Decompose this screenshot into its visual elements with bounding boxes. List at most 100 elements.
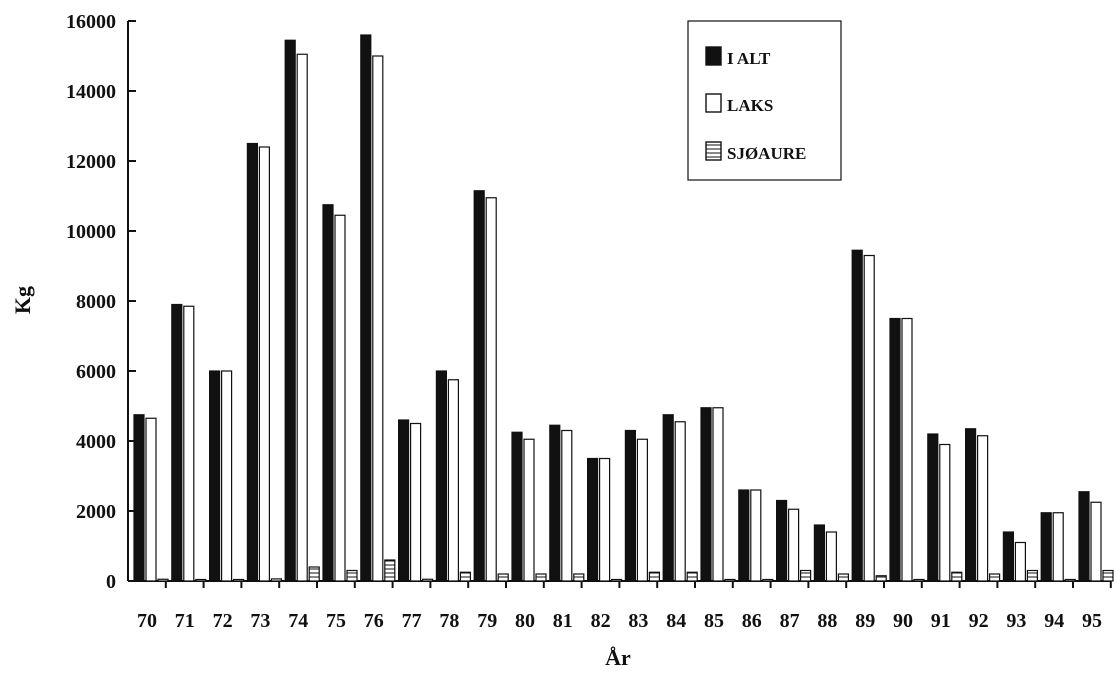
y-tick-label: 10000 <box>66 221 116 243</box>
x-tick-label: 85 <box>704 610 724 632</box>
x-tick-label: 70 <box>137 610 157 632</box>
bar-i-alt-90 <box>889 317 901 582</box>
bar-sj-aure-79 <box>497 573 509 582</box>
bar-laks-76 <box>372 55 384 582</box>
bar-laks-78 <box>447 379 459 582</box>
bar-sj-aure-71 <box>195 578 207 582</box>
bar-i-alt-73 <box>246 142 258 582</box>
bar-i-alt-94 <box>1040 512 1052 582</box>
y-tick-label: 2000 <box>76 501 116 523</box>
x-tick-label: 88 <box>817 610 837 632</box>
x-tick-label: 92 <box>969 610 989 632</box>
bar-sj-aure-94 <box>1064 578 1076 582</box>
bar-laks-92 <box>976 435 989 582</box>
bars <box>133 34 1114 582</box>
x-tick-label: 78 <box>439 610 459 632</box>
bar-laks-94 <box>1052 512 1064 582</box>
y-axis-title: Kg <box>10 286 35 314</box>
legend-label: LAKS <box>727 96 773 115</box>
x-tick-label: 74 <box>288 610 308 632</box>
bar-i-alt-79 <box>473 190 485 582</box>
bar-laks-71 <box>183 305 195 582</box>
bar-laks-80 <box>523 438 535 582</box>
bar-i-alt-77 <box>398 419 410 582</box>
bar-laks-73 <box>258 146 270 582</box>
bar-laks-77 <box>410 422 422 582</box>
bar-i-alt-81 <box>549 424 561 582</box>
bar-i-alt-88 <box>813 524 826 582</box>
x-axis-title: År <box>605 645 631 670</box>
bar-laks-86 <box>750 489 762 582</box>
bar-i-alt-78 <box>435 370 447 582</box>
bar-sj-aure-75 <box>346 569 358 582</box>
bar-laks-70 <box>145 417 157 582</box>
x-tick-label: 87 <box>780 610 800 632</box>
bar-i-alt-89 <box>851 249 863 582</box>
bar-sj-aure-90 <box>913 578 925 582</box>
bar-sj-aure-74 <box>308 566 320 582</box>
legend-label: SJØAURE <box>727 144 806 163</box>
bar-i-alt-87 <box>775 499 788 582</box>
bar-laks-87 <box>787 508 800 582</box>
bar-laks-95 <box>1090 501 1102 582</box>
tick-labels: 0 2000 4000 6000 8000 10000 12000 14000 16000 70 7… <box>66 11 1102 632</box>
bar-i-alt-70 <box>133 414 145 582</box>
x-tick-label: 84 <box>666 610 686 632</box>
x-tick-label: 91 <box>931 610 951 632</box>
x-tick-label: 75 <box>326 610 346 632</box>
legend-label: I ALT <box>727 49 771 68</box>
bar-i-alt-85 <box>700 407 712 582</box>
bar-laks-79 <box>485 197 497 582</box>
y-tick-label: 16000 <box>66 11 116 33</box>
bar-laks-93 <box>1014 541 1027 582</box>
legend: I ALT LAKS SJØAURE <box>687 20 842 181</box>
bar-i-alt-74 <box>284 39 296 582</box>
y-tick-label: 6000 <box>76 361 116 383</box>
bar-sj-aure-70 <box>157 578 169 582</box>
legend-swatch <box>705 141 722 161</box>
bar-i-alt-71 <box>171 303 183 582</box>
axes <box>127 20 1112 588</box>
bar-sj-aure-80 <box>535 573 547 582</box>
bar-i-alt-84 <box>662 414 674 582</box>
bar-sj-aure-82 <box>610 578 623 582</box>
bar-i-alt-91 <box>927 433 939 582</box>
bar-sj-aure-87 <box>799 569 812 582</box>
bar-sj-aure-92 <box>988 573 1001 582</box>
x-tick-label: 94 <box>1044 610 1064 632</box>
x-tick-label: 76 <box>364 610 384 632</box>
y-tick-label: 0 <box>106 571 116 593</box>
bar-i-alt-80 <box>511 431 523 582</box>
x-tick-label: 77 <box>402 610 422 632</box>
bar-i-alt-95 <box>1078 491 1090 582</box>
x-tick-label: 82 <box>591 610 611 632</box>
x-tick-label: 79 <box>477 610 497 632</box>
x-tick-label: 81 <box>553 610 573 632</box>
bar-sj-aure-73 <box>270 578 282 582</box>
x-tick-label: 73 <box>250 610 270 632</box>
bar-sj-aure-85 <box>724 578 736 582</box>
bar-sj-aure-88 <box>837 573 850 582</box>
x-tick-label: 89 <box>855 610 875 632</box>
bar-i-alt-83 <box>624 429 637 582</box>
bar-i-alt-92 <box>964 428 977 582</box>
bar-sj-aure-89 <box>875 575 887 582</box>
legend-swatch <box>705 46 722 66</box>
x-tick-label: 80 <box>515 610 535 632</box>
bar-laks-90 <box>901 317 913 582</box>
bar-laks-81 <box>561 429 573 582</box>
bar-sj-aure-81 <box>573 573 585 582</box>
bar-laks-83 <box>636 438 649 582</box>
y-tick-label: 12000 <box>66 151 116 173</box>
x-tick-label: 90 <box>893 610 913 632</box>
bar-i-alt-86 <box>738 489 750 582</box>
bar-laks-75 <box>334 214 346 582</box>
bar-sj-aure-78 <box>459 571 471 582</box>
x-tick-label: 83 <box>628 610 648 632</box>
x-tick-label: 95 <box>1082 610 1102 632</box>
legend-swatch <box>705 93 722 113</box>
bar-laks-72 <box>221 370 233 582</box>
bar-i-alt-75 <box>322 204 334 582</box>
bar-laks-74 <box>296 53 308 582</box>
